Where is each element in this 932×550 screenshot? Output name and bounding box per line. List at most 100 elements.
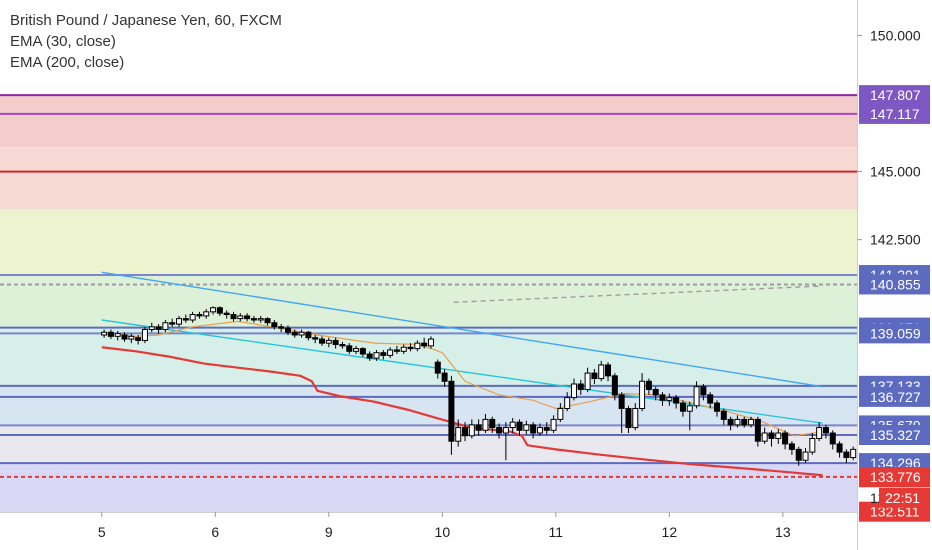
blue-trendline: [101, 271, 823, 388]
candle-body: [713, 402, 720, 412]
gray-dashed-trendline: [453, 285, 823, 303]
candle-body: [652, 388, 659, 396]
price-tag-8: 136.727: [870, 389, 921, 405]
zone-band-6: [0, 425, 857, 464]
candle-28: [291, 329, 298, 338]
candle-body: [271, 322, 278, 328]
candle-body: [516, 421, 523, 431]
candle-body: [141, 329, 148, 341]
candle-72: [591, 369, 598, 384]
candle-body: [284, 327, 291, 333]
candle-10: [169, 318, 176, 327]
candle-39: [366, 351, 373, 361]
candle-body: [836, 443, 843, 453]
candle-body: [393, 349, 400, 352]
candle-82: [659, 392, 666, 406]
candle-35: [339, 341, 346, 349]
candle-21: [244, 313, 251, 322]
chart-title[interactable]: British Pound / Japanese Yen, 60, FXCM: [10, 12, 282, 29]
candle-body: [584, 372, 591, 390]
candle-body: [700, 386, 707, 396]
candle-26: [278, 324, 285, 333]
x-tick-label-6: 13: [775, 524, 791, 540]
candle-body: [462, 427, 469, 437]
candle-74: [605, 362, 612, 382]
candle-body: [319, 338, 326, 344]
candle-71: [584, 367, 591, 393]
candle-body: [720, 410, 727, 420]
candle-41: [380, 349, 387, 360]
candle-body: [775, 432, 782, 439]
candle-body: [182, 318, 189, 321]
countdown-bg: [879, 487, 930, 508]
candle-42: [387, 347, 394, 359]
candle-100: [782, 430, 789, 450]
candle-76: [618, 392, 625, 434]
price-tag-bg-0: [859, 85, 930, 106]
candle-73: [598, 360, 605, 382]
candle-body: [748, 418, 755, 426]
candle-7: [148, 322, 155, 333]
candle-body: [645, 380, 652, 390]
candle-102: [795, 446, 802, 466]
candle-110: [850, 446, 857, 461]
candle-66: [550, 415, 557, 434]
x-tick-label-4: 11: [549, 524, 564, 540]
candle-body: [666, 397, 673, 401]
candle-body: [673, 397, 680, 404]
candle-body: [148, 326, 155, 331]
candle-52: [455, 419, 462, 447]
candle-87: [693, 381, 700, 409]
candle-101: [788, 441, 795, 455]
candle-body: [448, 380, 455, 442]
candle-body: [734, 418, 741, 426]
candle-107: [829, 430, 836, 450]
candle-body: [761, 432, 768, 442]
candle-body: [564, 397, 571, 410]
candle-body: [237, 315, 244, 320]
candle-body: [502, 427, 509, 434]
ema-200-legend-label[interactable]: EMA (200, close): [10, 54, 125, 71]
price-tag-bg-13: [859, 467, 930, 488]
candle-body: [278, 326, 285, 329]
candle-95: [748, 416, 755, 428]
candle-79: [639, 373, 646, 412]
price-tag-4: 140.855: [870, 276, 921, 292]
candle-88: [700, 384, 707, 401]
candle-body: [107, 331, 114, 337]
candle-body: [216, 307, 223, 314]
candle-2: [114, 330, 121, 341]
candle-85: [679, 400, 686, 417]
candle-91: [720, 408, 727, 425]
candle-body: [291, 331, 298, 336]
candle-body: [421, 342, 428, 347]
ema-200-line: [101, 346, 823, 477]
candle-body: [496, 427, 503, 434]
candle-8: [155, 324, 162, 334]
candle-body: [768, 432, 775, 439]
countdown-label: 22:51: [885, 490, 920, 506]
price-tag-bg-1: [859, 103, 930, 124]
candle-body: [686, 405, 693, 412]
candle-body: [788, 443, 795, 450]
candle-5: [135, 334, 142, 345]
candle-body: [121, 334, 128, 340]
candle-108: [836, 441, 843, 458]
price-tag-bg-10: [859, 425, 930, 446]
candle-body: [482, 418, 489, 431]
candle-109: [843, 449, 850, 463]
candle-body: [598, 364, 605, 380]
candle-body: [203, 311, 210, 317]
candle-23: [257, 315, 264, 323]
candle-70: [577, 379, 584, 395]
candle-40: [373, 349, 380, 361]
candle-body: [679, 402, 686, 412]
candle-75: [611, 373, 618, 401]
candle-59: [502, 422, 509, 461]
candle-36: [346, 343, 353, 355]
x-tick-label-2: 9: [325, 524, 333, 540]
candle-body: [489, 418, 496, 429]
ema-30-legend-label[interactable]: EMA (30, close): [10, 33, 116, 50]
